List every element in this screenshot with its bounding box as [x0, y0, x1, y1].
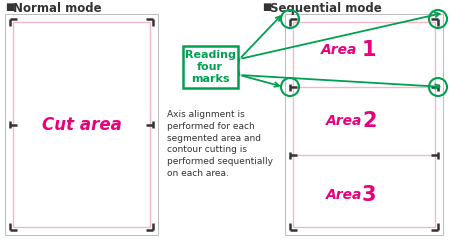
Text: 1: 1 [362, 40, 377, 60]
Text: Area: Area [326, 188, 362, 202]
Text: ■: ■ [5, 2, 14, 12]
Bar [5, 14, 158, 235]
Text: Normal mode: Normal mode [13, 2, 102, 15]
Bar [183, 46, 238, 88]
Text: Sequential mode: Sequential mode [270, 2, 382, 15]
Text: Cut area: Cut area [41, 116, 122, 134]
Text: ■: ■ [262, 2, 271, 12]
Text: Axis alignment is
performed for each
segmented area and
contour cutting is
perfo: Axis alignment is performed for each seg… [167, 110, 273, 178]
Text: Area: Area [321, 44, 362, 58]
Text: Area: Area [326, 114, 362, 128]
Bar [293, 22, 435, 227]
Text: Reading
four
marks: Reading four marks [184, 50, 235, 84]
Text: 3: 3 [362, 185, 377, 205]
Bar [285, 14, 443, 235]
Bar [13, 22, 150, 227]
Text: 2: 2 [362, 111, 377, 131]
